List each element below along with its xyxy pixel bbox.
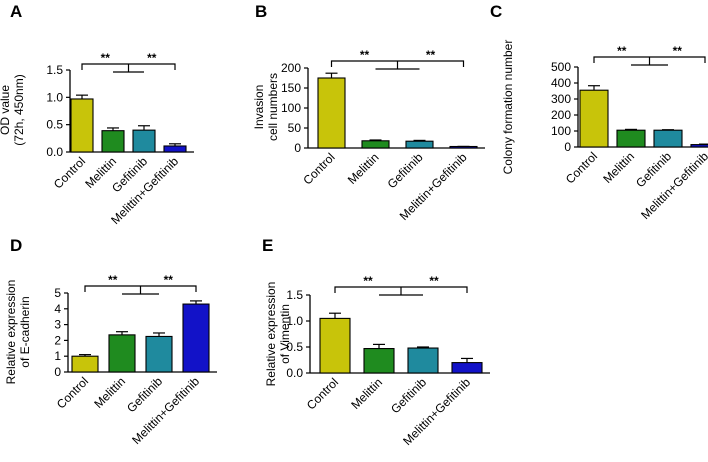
- category-label: Control: [51, 154, 88, 191]
- chart-panel-a: A OD value (72h, 450nm) 0.0 0.5 1.0 1.5 Control…: [0, 2, 194, 227]
- significance-mark: **: [147, 51, 157, 65]
- y-axis-title: Relative expression: [264, 282, 278, 387]
- bar-gefitinib: [132, 129, 156, 153]
- bar-gefitinib: [407, 347, 439, 374]
- chart-panel-b: B Invasion cell numbers 0 50 100 150 200 Control…: [252, 2, 485, 223]
- panel-label: B: [255, 2, 267, 21]
- significance-mark: **: [360, 48, 370, 62]
- chart-panel-e: E Relative expression of Vimentin 0.0 0.5 1.0…: [262, 236, 490, 448]
- significance-mark: **: [164, 273, 174, 287]
- bar-melittin: [363, 348, 395, 374]
- y-tick-label: 3: [54, 318, 61, 332]
- y-axis-title: of Vimentin: [278, 304, 292, 364]
- bar-gefitinib: [405, 140, 434, 149]
- panel-label: C: [490, 2, 502, 21]
- bar-gefitinib: [653, 129, 683, 148]
- category-label: Gefitinib: [388, 375, 429, 416]
- bar-melittin: [361, 140, 390, 149]
- bar-melittin: [616, 129, 646, 148]
- chart-panel-c: C Colony formation number 0 100 200 300 400 500…: [490, 2, 708, 222]
- y-tick-label: 0: [294, 141, 301, 155]
- y-tick-label: 0.5: [46, 118, 63, 132]
- y-axis-title: (72h, 450nm): [12, 74, 26, 145]
- y-tick-label: 0.5: [286, 340, 303, 354]
- y-tick-label: 5: [54, 286, 61, 300]
- bar-melittin-gefitinib: [163, 145, 187, 153]
- bar-control: [71, 355, 99, 373]
- y-tick-label: 150: [281, 81, 301, 95]
- category-label: Control: [563, 149, 600, 186]
- significance-mark: **: [108, 273, 118, 287]
- y-tick-label: 4: [54, 302, 61, 316]
- y-tick-label: 1.0: [286, 314, 303, 328]
- bar-gefitinib: [145, 335, 173, 373]
- y-tick-label: 500: [551, 60, 571, 74]
- y-tick-label: 1.0: [46, 90, 63, 104]
- y-tick-label: 1: [54, 349, 61, 363]
- y-tick-label: 0.0: [286, 366, 303, 380]
- bar-melittin-gefitinib: [451, 362, 483, 374]
- bar-melittin: [108, 334, 136, 373]
- y-tick-label: 0.0: [46, 145, 63, 159]
- category-label: Melittin: [91, 374, 128, 411]
- y-axis-title: OD value: [0, 85, 12, 135]
- bar-melittin-gefitinib: [182, 303, 210, 373]
- bar-control: [319, 317, 351, 374]
- y-tick-label: 1.5: [46, 63, 63, 77]
- y-tick-label: 300: [551, 92, 571, 106]
- category-label: Melittin: [348, 375, 385, 412]
- bar-melittin: [101, 130, 125, 153]
- y-tick-label: 400: [551, 76, 571, 90]
- y-axis-title: cell numbers: [266, 73, 280, 141]
- bar-control: [317, 77, 346, 149]
- category-label: Control: [54, 374, 91, 411]
- y-tick-label: 2: [54, 333, 61, 347]
- y-tick-label: 100: [281, 101, 301, 115]
- y-axis-title: Colony formation number: [501, 40, 515, 175]
- significance-mark: **: [429, 274, 439, 288]
- y-tick-label: 100: [551, 124, 571, 138]
- category-label: Gefitinib: [385, 150, 426, 191]
- panel-label: D: [10, 236, 22, 255]
- y-tick-label: 50: [288, 121, 302, 135]
- y-tick-label: 200: [551, 108, 571, 122]
- bar-control: [579, 89, 609, 148]
- y-tick-label: 0: [564, 140, 571, 154]
- y-axis-title: of E-cadherin: [18, 296, 32, 367]
- category-label: Control: [300, 150, 337, 187]
- y-tick-label: 0: [54, 365, 61, 379]
- category-label: Melittin: [600, 149, 637, 186]
- category-label: Melittin: [345, 150, 382, 187]
- bar-melittin-gefitinib: [690, 144, 708, 148]
- significance-mark: **: [363, 274, 373, 288]
- significance-mark: **: [101, 51, 111, 65]
- significance-mark: **: [617, 44, 627, 58]
- bar-control: [70, 98, 94, 153]
- significance-mark: **: [673, 44, 683, 58]
- significance-mark: **: [426, 48, 436, 62]
- y-tick-label: 200: [281, 61, 301, 75]
- y-axis-title: Relative expression: [4, 280, 18, 385]
- category-label: Control: [304, 375, 341, 412]
- category-label: Melittin+Gefitinib: [129, 374, 202, 447]
- panel-label: A: [10, 2, 22, 21]
- panel-label: E: [262, 236, 273, 255]
- y-tick-label: 1.5: [286, 288, 303, 302]
- y-axis-title: Invasion: [252, 85, 266, 130]
